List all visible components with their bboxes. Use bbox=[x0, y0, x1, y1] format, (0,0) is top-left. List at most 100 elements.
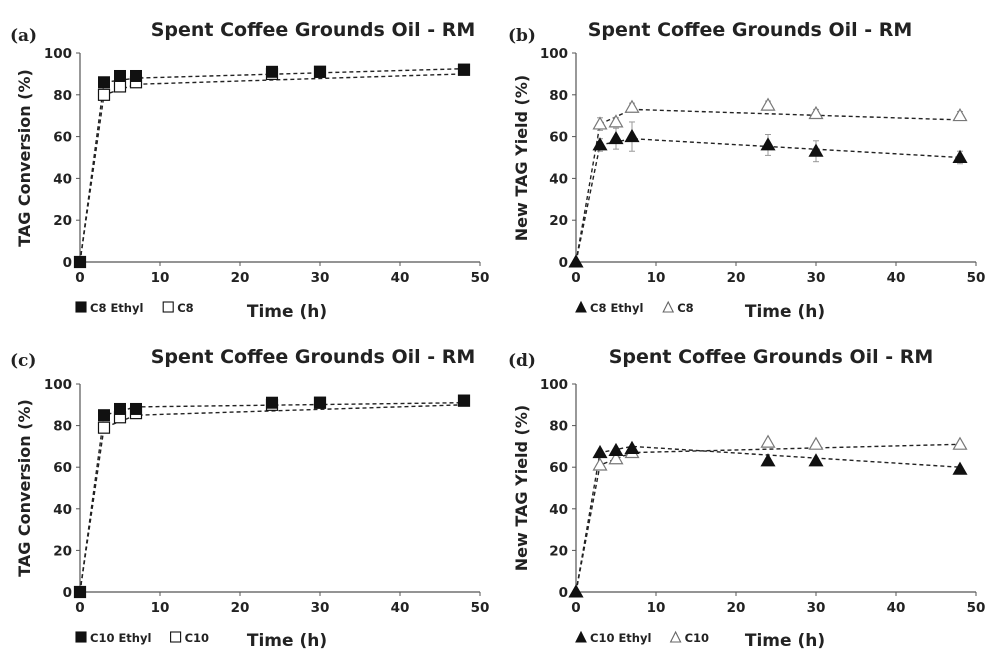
y-tick-label: 40 bbox=[53, 502, 72, 518]
y-tick-label: 0 bbox=[63, 255, 72, 271]
data-point bbox=[568, 584, 584, 598]
data-point bbox=[808, 105, 824, 120]
trend-line bbox=[575, 445, 961, 593]
legend-label: C10 Ethyl bbox=[590, 631, 651, 645]
x-tick-label: 0 bbox=[75, 600, 84, 616]
legend: C8 Ethyl C8 bbox=[75, 301, 194, 315]
x-tick-label: 20 bbox=[231, 600, 250, 616]
data-point bbox=[266, 396, 278, 409]
data-point bbox=[608, 130, 624, 145]
chart-panel-b: (b) Spent Coffee Grounds Oil - RM 0 20 40 60 8… bbox=[508, 19, 985, 322]
data-point bbox=[592, 457, 608, 471]
x-tick-label: 30 bbox=[807, 270, 826, 286]
x-tick-label: 10 bbox=[647, 270, 666, 286]
data-point bbox=[808, 143, 824, 157]
legend-label: C8 Ethyl bbox=[90, 301, 143, 315]
x-tick-label: 30 bbox=[807, 600, 826, 616]
data-point bbox=[624, 128, 640, 143]
legend-label: C10 Ethyl bbox=[90, 631, 151, 645]
x-tick-label: 0 bbox=[75, 270, 84, 286]
data-point bbox=[760, 453, 776, 467]
data-point bbox=[74, 586, 86, 598]
data-point bbox=[760, 434, 776, 448]
data-point bbox=[458, 63, 470, 76]
data-point bbox=[608, 114, 624, 128]
y-tick-label: 0 bbox=[559, 585, 568, 601]
y-tick-label: 80 bbox=[53, 88, 72, 104]
data-point bbox=[952, 149, 968, 163]
panel-label: (d) bbox=[508, 351, 536, 371]
y-tick-label: 40 bbox=[549, 502, 568, 518]
trend-line bbox=[79, 404, 465, 593]
x-tick-label: 40 bbox=[391, 600, 410, 616]
x-tick-label: 50 bbox=[967, 270, 986, 286]
legend-label: C8 bbox=[677, 301, 693, 315]
x-tick-label: 0 bbox=[571, 270, 580, 286]
data-point bbox=[760, 97, 776, 111]
data-point bbox=[592, 444, 608, 459]
x-tick-label: 10 bbox=[151, 270, 170, 286]
data-point bbox=[114, 402, 126, 415]
legend-marker bbox=[669, 630, 682, 643]
trend-line bbox=[79, 402, 465, 593]
y-tick-label: 100 bbox=[44, 46, 72, 62]
y-tick-label: 100 bbox=[540, 377, 568, 393]
y-tick-label: 0 bbox=[63, 585, 72, 601]
data-point bbox=[458, 394, 470, 407]
x-tick-label: 40 bbox=[887, 270, 906, 286]
chart-title: Spent Coffee Grounds Oil - RM bbox=[609, 346, 934, 368]
chart-title: Spent Coffee Grounds Oil - RM bbox=[151, 346, 476, 368]
panel-label: (b) bbox=[508, 26, 536, 46]
data-point bbox=[130, 402, 142, 415]
legend-marker bbox=[575, 300, 587, 313]
y-axis-label: New TAG Yield (%) bbox=[512, 405, 531, 571]
legend-marker bbox=[75, 301, 87, 313]
x-tick-label: 50 bbox=[967, 600, 986, 616]
data-point bbox=[952, 436, 968, 450]
y-tick-label: 100 bbox=[540, 46, 568, 62]
y-tick-label: 40 bbox=[53, 171, 72, 187]
x-axis-label: Time (h) bbox=[745, 631, 825, 651]
data-point bbox=[266, 65, 278, 78]
x-tick-label: 30 bbox=[311, 600, 330, 616]
x-axis-label: Time (h) bbox=[247, 631, 327, 651]
data-point bbox=[592, 137, 608, 151]
y-tick-label: 100 bbox=[44, 377, 72, 393]
data-point bbox=[130, 69, 142, 82]
y-tick-label: 40 bbox=[549, 171, 568, 187]
legend-marker bbox=[75, 631, 87, 643]
x-axis-label: Time (h) bbox=[247, 302, 327, 322]
legend-marker bbox=[170, 631, 182, 643]
legend-marker bbox=[575, 630, 587, 643]
x-tick-label: 10 bbox=[647, 600, 666, 616]
x-tick-label: 40 bbox=[391, 270, 410, 286]
y-tick-label: 60 bbox=[549, 460, 568, 476]
legend: C8 Ethyl C8 bbox=[575, 300, 694, 315]
data-point bbox=[98, 76, 110, 89]
legend-label: C8 bbox=[177, 301, 193, 315]
data-point bbox=[114, 69, 126, 82]
legend-label: C8 Ethyl bbox=[590, 301, 643, 315]
data-point bbox=[314, 65, 326, 78]
data-point bbox=[74, 256, 86, 268]
legend-label: C10 bbox=[685, 631, 709, 645]
legend-label: C10 bbox=[185, 631, 209, 645]
data-point bbox=[568, 254, 584, 268]
x-tick-label: 20 bbox=[231, 270, 250, 286]
legend-marker bbox=[162, 301, 174, 313]
trend-line bbox=[79, 68, 465, 263]
data-point bbox=[952, 107, 968, 122]
data-point bbox=[608, 442, 624, 457]
y-axis-label: New TAG Yield (%) bbox=[512, 75, 531, 241]
panel-label: (c) bbox=[10, 351, 36, 371]
trend-line bbox=[79, 73, 465, 263]
chart-panel-c: (c) Spent Coffee Grounds Oil - RM 0 20 40 60 8… bbox=[10, 346, 489, 651]
y-tick-label: 20 bbox=[549, 213, 568, 229]
x-axis-label: Time (h) bbox=[745, 302, 825, 322]
chart-panel-a: (a) Spent Coffee Grounds Oil - RM 0 20 40 60 8… bbox=[10, 19, 489, 322]
y-tick-label: 60 bbox=[549, 130, 568, 146]
legend: C10 Ethyl C10 bbox=[75, 631, 209, 645]
x-tick-label: 0 bbox=[571, 600, 580, 616]
panel-label: (a) bbox=[10, 26, 37, 46]
data-point bbox=[808, 453, 824, 467]
